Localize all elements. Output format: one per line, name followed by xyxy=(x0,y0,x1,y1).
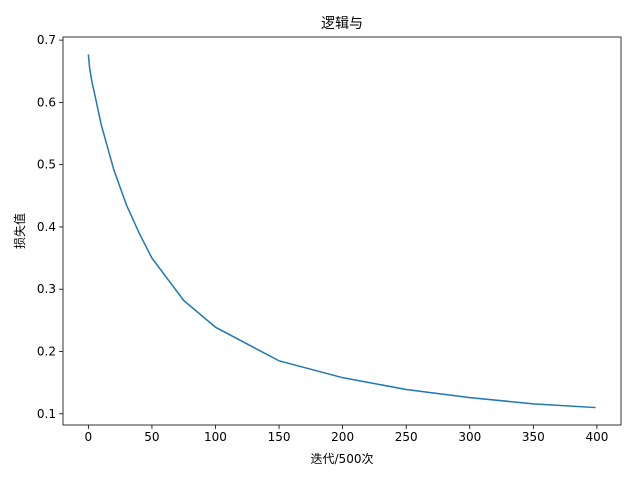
y-tick-label: 0.5 xyxy=(37,158,56,172)
y-axis-label: 损失值 xyxy=(12,213,27,249)
x-tick-label: 0 xyxy=(85,430,93,444)
x-tick-label: 200 xyxy=(331,430,354,444)
x-axis-label: 迭代/500次 xyxy=(311,452,374,466)
y-tick-label: 0.1 xyxy=(37,407,56,421)
y-tick-label: 0.4 xyxy=(37,220,56,234)
x-tick-label: 350 xyxy=(522,430,545,444)
x-tick-label: 50 xyxy=(144,430,159,444)
x-tick-label: 250 xyxy=(395,430,418,444)
x-tick-label: 400 xyxy=(585,430,608,444)
y-tick-label: 0.2 xyxy=(37,345,56,359)
y-tick-label: 0.7 xyxy=(37,33,56,47)
x-tick-label: 150 xyxy=(268,430,291,444)
x-tick-label: 300 xyxy=(458,430,481,444)
line-series xyxy=(87,54,596,409)
plot-frame xyxy=(62,36,622,426)
chart-title: 逻辑与 xyxy=(321,16,363,32)
y-tick-label: 0.6 xyxy=(37,95,56,109)
y-tick-label: 0.3 xyxy=(37,282,56,296)
x-tick-label: 100 xyxy=(204,430,227,444)
